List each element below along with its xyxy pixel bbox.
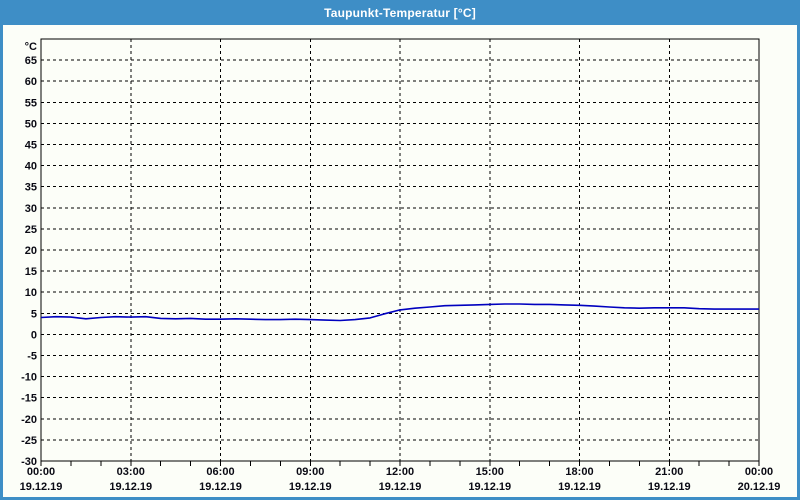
- y-tick-label: 25: [25, 224, 37, 236]
- y-tick-label: -10: [21, 372, 37, 384]
- y-tick-label: -5: [27, 351, 37, 363]
- x-tick-time-label: 00:00: [27, 466, 55, 478]
- x-tick-date-label: 19.12.19: [199, 481, 242, 493]
- x-tick-time-label: 21:00: [655, 466, 683, 478]
- y-tick-label: -30: [21, 456, 37, 468]
- y-tick-label: 55: [25, 97, 37, 109]
- x-tick-date-label: 19.12.19: [648, 481, 691, 493]
- y-tick-label: 35: [25, 182, 37, 194]
- y-tick-label: -15: [21, 393, 37, 405]
- plot-border: [40, 38, 760, 462]
- y-tick-label: 0: [31, 329, 37, 341]
- x-tick-date-label: 19.12.19: [20, 481, 63, 493]
- x-tick-date-label: 19.12.19: [289, 481, 332, 493]
- x-tick-time-label: 06:00: [206, 466, 234, 478]
- y-tick-label: 20: [25, 245, 37, 257]
- y-tick-label: -20: [21, 414, 37, 426]
- y-tick-label: 40: [25, 161, 37, 173]
- x-tick-date-label: 19.12.19: [468, 481, 511, 493]
- x-tick-time-label: 12:00: [386, 466, 414, 478]
- y-tick-label: 65: [25, 55, 37, 67]
- y-tick-label: 30: [25, 203, 37, 215]
- x-tick-time-label: 15:00: [476, 466, 504, 478]
- x-tick-date-label: 19.12.19: [379, 481, 422, 493]
- y-tick-label: -25: [21, 435, 37, 447]
- x-tick-time-label: 18:00: [565, 466, 593, 478]
- x-tick-date-label: 19.12.19: [558, 481, 601, 493]
- y-tick-label: 10: [25, 287, 37, 299]
- x-tick-time-label: 03:00: [117, 466, 145, 478]
- window-title: Taupunkt-Temperatur [°C]: [324, 5, 476, 20]
- y-tick-label: 15: [25, 266, 37, 278]
- y-axis-unit-label: °C: [25, 41, 37, 53]
- x-tick-time-label: 00:00: [745, 466, 773, 478]
- series-line: [40, 303, 759, 322]
- y-tick-label: 60: [25, 76, 37, 88]
- y-tick-label: 5: [31, 308, 37, 320]
- window-titlebar[interactable]: Taupunkt-Temperatur [°C]: [0, 0, 800, 25]
- y-tick-label: 45: [25, 140, 37, 152]
- x-tick-date-label: 19.12.19: [109, 481, 152, 493]
- y-tick-label: 50: [25, 118, 37, 130]
- x-tick-time-label: 09:00: [296, 466, 324, 478]
- x-tick-date-label: 20.12.19: [738, 481, 781, 493]
